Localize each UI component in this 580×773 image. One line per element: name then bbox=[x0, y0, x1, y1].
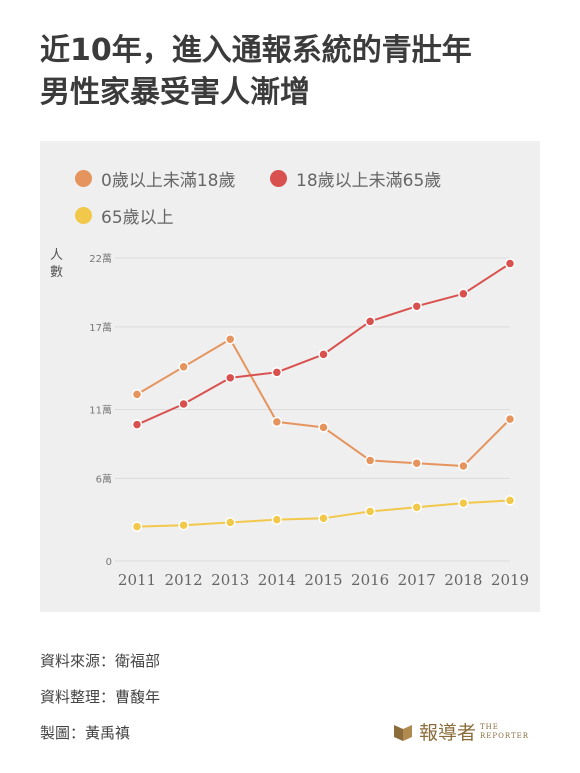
series-0-point bbox=[178, 361, 189, 373]
series-1-point bbox=[504, 258, 516, 269]
x-tick-label: 2015 bbox=[304, 571, 342, 589]
logo-subtitle: THE REPORTER bbox=[480, 723, 529, 741]
y-tick-label: 17萬 bbox=[89, 321, 112, 334]
series-0-point bbox=[318, 422, 329, 433]
series-1-point bbox=[411, 300, 422, 312]
legend-label-18-65: 18歲以上未滿65歲 bbox=[296, 171, 442, 191]
title-line-2: 男性家暴受害人漸增 bbox=[40, 75, 310, 110]
series-1-point bbox=[225, 372, 236, 384]
line-chart-plot: 0 6萬 11萬 17萬 22萬 2011 2012 2013 2014 2015 2016 2017… bbox=[89, 252, 529, 589]
legend-dot-18-65 bbox=[270, 170, 287, 187]
series-2-point bbox=[271, 514, 283, 525]
legend-item-0-18: 0歲以上未滿18歲 bbox=[75, 166, 235, 191]
series-2-point bbox=[411, 502, 422, 513]
series-2-point bbox=[131, 521, 143, 532]
data-compiler: 資料整理：曹馥年 bbox=[40, 688, 161, 706]
legend-dot-0-18 bbox=[75, 170, 92, 187]
series-1-point bbox=[364, 316, 376, 327]
logo-mark-icon bbox=[394, 724, 412, 741]
y-axis-label-char-2: 數 bbox=[50, 265, 64, 280]
y-tick-label: 11萬 bbox=[89, 404, 112, 417]
series-0-point bbox=[411, 457, 422, 469]
series-1-point bbox=[178, 398, 189, 410]
y-tick-label: 22萬 bbox=[89, 252, 112, 265]
legend-label-65-plus: 65歲以上 bbox=[101, 208, 174, 228]
x-tick-label: 2017 bbox=[398, 571, 436, 589]
series-1-point bbox=[271, 367, 283, 378]
logo-sub-line-1: THE bbox=[480, 722, 499, 731]
series-2-point bbox=[178, 519, 189, 531]
series-2-point bbox=[504, 495, 516, 506]
y-axis-label-char-1: 人 bbox=[50, 248, 64, 263]
series-line-1 bbox=[136, 262, 511, 426]
x-tick-label: 2016 bbox=[351, 571, 389, 589]
x-tick-label: 2019 bbox=[491, 571, 529, 589]
x-tick-label: 2012 bbox=[165, 571, 203, 589]
data-source: 資料來源：衛福部 bbox=[40, 652, 161, 670]
legend-label-0-18: 0歲以上未滿18歲 bbox=[101, 171, 236, 191]
series-2-point bbox=[458, 497, 469, 509]
series-2-point bbox=[318, 513, 329, 524]
chart-designer: 製圖：黃禹禛 bbox=[40, 724, 131, 742]
series-1-point bbox=[131, 419, 143, 430]
legend-item-18-65: 18歲以上未滿65歲 bbox=[270, 166, 441, 191]
y-axis-label: 人 數 bbox=[50, 247, 66, 281]
y-tick-label: 0 bbox=[106, 557, 112, 568]
series-0-point bbox=[458, 460, 469, 472]
series-0-point bbox=[364, 455, 376, 466]
series-0-point bbox=[225, 334, 236, 345]
logo-sub-line-2: REPORTER bbox=[480, 731, 530, 740]
the-reporter-logo: 報導者 THE REPORTER bbox=[393, 718, 529, 745]
legend-item-65-plus: 65歲以上 bbox=[75, 203, 174, 228]
series-0-point bbox=[131, 389, 143, 400]
series-2-point bbox=[364, 506, 376, 517]
series-2-point bbox=[225, 517, 236, 528]
legend-dot-65-plus bbox=[75, 207, 92, 224]
series-0-point bbox=[271, 416, 283, 428]
series-0-point bbox=[504, 413, 516, 425]
x-tick-label: 2013 bbox=[211, 571, 249, 589]
logo-name: 報導者 bbox=[419, 722, 477, 744]
series-1-point bbox=[318, 349, 329, 360]
chart-title: 近10年，進入通報系統的青壯年 男性家暴受害人漸增 bbox=[40, 30, 540, 114]
y-tick-label: 6萬 bbox=[96, 472, 112, 485]
x-tick-label: 2018 bbox=[444, 571, 482, 589]
title-line-1: 近10年，進入通報系統的青壯年 bbox=[40, 33, 472, 68]
x-tick-label: 2014 bbox=[258, 571, 296, 589]
chart-panel: 0歲以上未滿18歲 18歲以上未滿65歲 65歲以上 人 數 0 6萬 11萬 17萬… bbox=[40, 141, 540, 612]
series-1-point bbox=[458, 288, 469, 300]
x-tick-label: 2011 bbox=[118, 571, 156, 589]
